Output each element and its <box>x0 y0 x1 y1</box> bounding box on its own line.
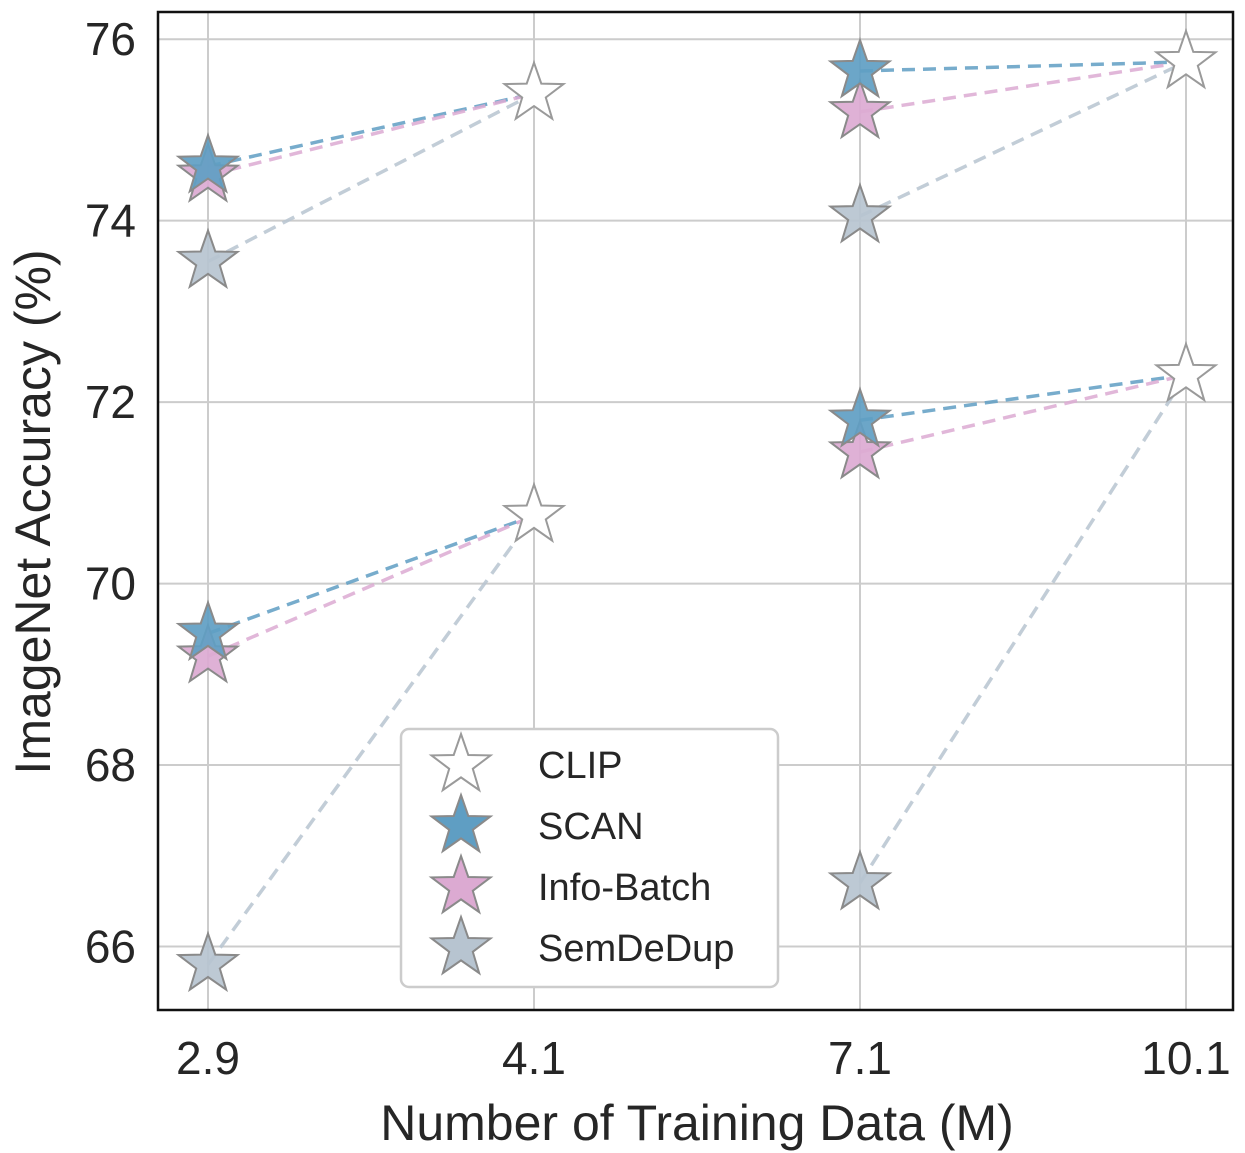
legend-marker <box>428 791 494 854</box>
data-point <box>1153 27 1219 90</box>
data-point <box>501 59 567 122</box>
data-point <box>175 227 241 290</box>
data-point <box>175 622 241 684</box>
markers <box>175 27 1219 993</box>
legend-marker <box>428 730 494 793</box>
tick-labels: 66 68 70 72 74 76 2.9 4.1 7.1 10.1 <box>85 13 1231 1084</box>
y-axis-label: ImageNet Accuracy (%) <box>5 249 61 774</box>
legend: CLIP SCAN Info-Batch SemDeDup <box>399 727 780 989</box>
legend-label: SCAN <box>538 806 644 848</box>
data-point <box>827 848 893 911</box>
connector-line <box>858 373 1188 884</box>
x-tick-label: 4.1 <box>502 1032 566 1084</box>
connector-line <box>207 513 535 658</box>
data-point <box>827 77 893 140</box>
connector-line <box>859 60 1187 114</box>
data-point <box>827 36 893 99</box>
legend-marker <box>428 913 494 976</box>
legend-label: Info-Batch <box>538 867 711 909</box>
connector-line <box>207 91 535 178</box>
x-tick-label: 7.1 <box>828 1032 892 1084</box>
connector-line <box>207 92 535 264</box>
data-point <box>501 481 567 544</box>
connector-line <box>207 513 535 636</box>
data-point <box>827 182 893 244</box>
y-tick-label: 66 <box>85 920 136 972</box>
data-point <box>1153 340 1219 403</box>
x-axis-label: Number of Training Data (M) <box>380 1095 1014 1151</box>
connector-line <box>859 373 1187 454</box>
data-point <box>175 132 241 194</box>
x-tick-label: 10.1 <box>1141 1032 1231 1084</box>
x-tick-label: 2.9 <box>176 1032 240 1084</box>
data-point <box>175 599 241 662</box>
legend-label: SemDeDup <box>538 928 734 970</box>
data-point <box>827 386 893 448</box>
plot-frame <box>156 10 1235 1012</box>
y-tick-label: 68 <box>85 739 136 791</box>
connector-line <box>859 60 1187 218</box>
legend-box <box>399 727 780 989</box>
connector-line <box>859 373 1187 423</box>
y-tick-label: 76 <box>85 13 136 65</box>
data-point <box>175 930 241 993</box>
legend-label: CLIP <box>538 745 622 787</box>
y-tick-label: 72 <box>85 376 136 428</box>
y-tick-label: 74 <box>85 195 136 247</box>
legend-marker <box>428 852 494 915</box>
connector-line <box>859 60 1187 73</box>
data-point <box>827 417 893 480</box>
connector-lines <box>206 60 1188 966</box>
connector-line <box>206 514 536 966</box>
y-tick-label: 70 <box>85 558 136 610</box>
